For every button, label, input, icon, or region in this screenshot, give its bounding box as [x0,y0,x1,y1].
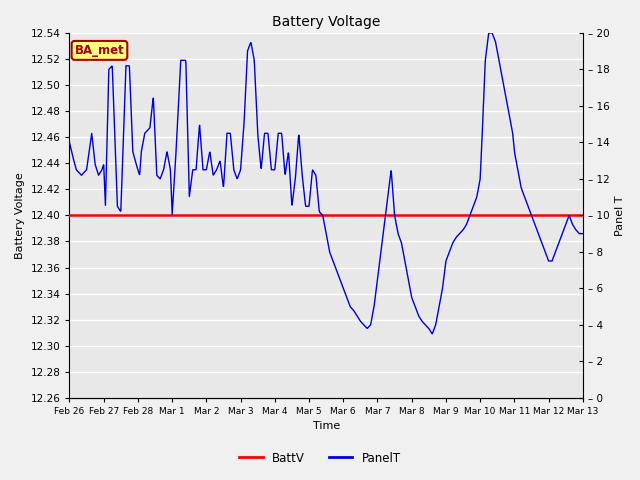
Y-axis label: Battery Voltage: Battery Voltage [15,172,25,259]
Y-axis label: Panel T: Panel T [615,195,625,236]
X-axis label: Time: Time [312,421,340,432]
Legend: BattV, PanelT: BattV, PanelT [234,447,406,469]
Title: Battery Voltage: Battery Voltage [272,15,380,29]
Text: BA_met: BA_met [75,44,124,57]
